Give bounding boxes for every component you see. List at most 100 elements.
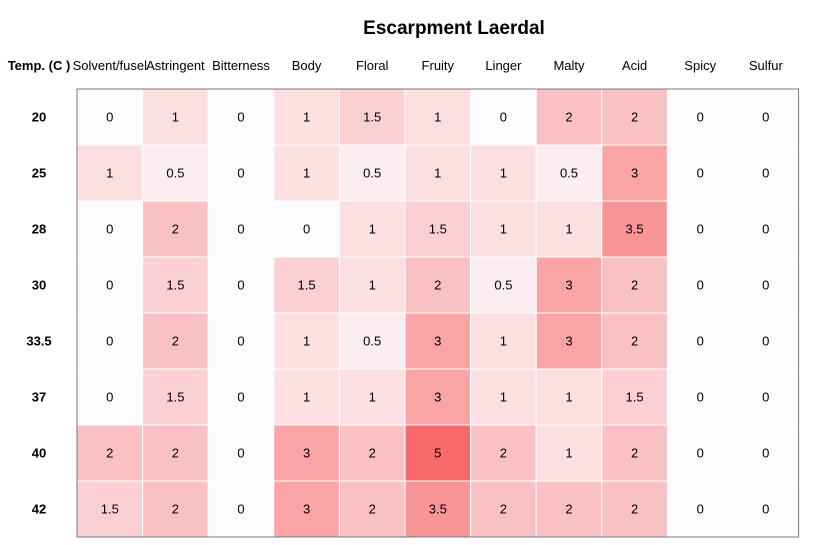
heatmap-cell <box>404 200 472 258</box>
cell-value-label: 3 <box>631 166 638 181</box>
heatmap-cell <box>666 144 734 202</box>
cell-value-label: 2 <box>565 110 572 125</box>
heatmap-cell <box>76 312 144 370</box>
cell-value-label: 2 <box>631 446 638 461</box>
heatmap-cell <box>470 144 537 202</box>
chart-title: Escarpment Laerdal <box>363 18 545 39</box>
heatmap-cell <box>601 200 668 258</box>
cell-value-label: 0 <box>237 110 244 125</box>
column-headers: Solvent/fusel Astringent Bitterness Body Flo… <box>73 58 784 73</box>
cell-value-label: 1 <box>106 166 113 181</box>
cell-value-label: 0 <box>106 334 113 349</box>
heatmap-cell <box>732 144 800 202</box>
cell-value-label: 1 <box>500 222 507 237</box>
cell-value-label: 0 <box>762 166 769 181</box>
column-header-body: Body <box>292 58 322 73</box>
cell-value-label: 1 <box>565 222 572 237</box>
row-label-25: 25 <box>32 166 46 181</box>
heatmap-cell <box>273 480 340 538</box>
cell-value-label: 1.5 <box>166 390 184 405</box>
cell-value-label: 0 <box>106 278 113 293</box>
cell-value-label: 1.5 <box>166 278 184 293</box>
cell-value-label: 3 <box>565 278 572 293</box>
heatmap-cell <box>470 256 537 314</box>
column-header-fruity: Fruity <box>422 58 455 73</box>
cell-value-label: 0 <box>697 334 704 349</box>
cell-value-label: 1 <box>500 390 507 405</box>
cell-value-label: 0 <box>762 278 769 293</box>
heatmap-cell <box>76 424 144 482</box>
cell-value-label: 1 <box>172 110 179 125</box>
cell-value-label: 0 <box>237 222 244 237</box>
heatmap-cell <box>76 144 144 202</box>
cell-value-label: 3 <box>303 446 310 461</box>
row-label-28: 28 <box>32 222 46 237</box>
heatmap-cell <box>601 424 668 482</box>
row-label-37: 37 <box>32 390 46 405</box>
grid-border <box>76 88 800 538</box>
heatmap-cell <box>338 480 406 538</box>
cell-value-label: 0.5 <box>363 166 381 181</box>
heatmap-cell <box>404 144 472 202</box>
heatmap-cell <box>666 424 734 482</box>
heatmap-cell <box>273 256 340 314</box>
cell-value-label: 0 <box>237 334 244 349</box>
heatmap-cell <box>76 368 144 426</box>
cell-value-label: 1 <box>303 166 310 181</box>
heatmap-cell <box>207 200 275 258</box>
heatmap-cell <box>404 368 472 426</box>
cell-value-label: 1 <box>303 334 310 349</box>
heatmap-cell <box>535 88 603 146</box>
cell-value-label: 0 <box>237 446 244 461</box>
heatmap-cell <box>732 312 800 370</box>
cell-value-label: 0 <box>237 502 244 517</box>
cell-value-label: 1 <box>565 390 572 405</box>
cell-value-label: 2 <box>500 502 507 517</box>
heatmap-cell <box>535 480 603 538</box>
cell-value-label: 0 <box>762 334 769 349</box>
cell-value-label: 5 <box>434 446 441 461</box>
cell-value-label: 0 <box>237 390 244 405</box>
cell-value-label: 1 <box>303 390 310 405</box>
row-label-40: 40 <box>32 446 46 461</box>
cell-value-label: 0 <box>237 166 244 181</box>
cell-value-label: 3 <box>303 502 310 517</box>
column-header-floral: Floral <box>356 58 389 73</box>
heatmap-cell <box>601 312 668 370</box>
cell-value-label: 2 <box>172 502 179 517</box>
cell-value-label: 0 <box>762 502 769 517</box>
cell-value-label: 2 <box>631 278 638 293</box>
cell-value-label: 0 <box>500 110 507 125</box>
column-header-solvent-fusel: Solvent/fusel <box>73 58 148 73</box>
cell-value-label: 2 <box>172 446 179 461</box>
cell-value-label: 2 <box>369 446 376 461</box>
cell-value-label: 0.5 <box>494 278 512 293</box>
row-header-title: Temp. (C ) <box>8 58 71 73</box>
cell-value-label: 0 <box>697 502 704 517</box>
cell-value-label: 1 <box>369 390 376 405</box>
heatmap-cell <box>666 480 734 538</box>
heatmap-cell <box>732 424 800 482</box>
heatmap-cell <box>601 368 668 426</box>
heatmap-cells: 0 1 0 1 1.5 1 0 2 2 0 0 1 0.5 0 1 0.5 1 1 0.5 3 0 0 0 2 0 0 1 1.5 1 1… <box>76 88 800 538</box>
heatmap-cell <box>404 480 472 538</box>
heatmap-cell <box>207 312 275 370</box>
column-header-malty: Malty <box>553 58 585 73</box>
heatmap-cell <box>273 368 340 426</box>
heatmap-cell <box>273 312 340 370</box>
cell-value-label: 0 <box>762 110 769 125</box>
cell-value-label: 2 <box>631 110 638 125</box>
cell-value-label: 0 <box>697 110 704 125</box>
cell-value-label: 0 <box>762 390 769 405</box>
heatmap-cell <box>404 424 472 482</box>
heatmap-cell <box>207 256 275 314</box>
row-label-30: 30 <box>32 278 46 293</box>
cell-value-label: 1 <box>500 334 507 349</box>
heatmap-cell <box>207 424 275 482</box>
heatmap-cell <box>404 88 472 146</box>
heatmap-cell <box>76 480 144 538</box>
heatmap-cell <box>535 144 603 202</box>
heatmap-cell <box>666 312 734 370</box>
cell-value-label: 2 <box>434 278 441 293</box>
cell-value-label: 2 <box>172 334 179 349</box>
